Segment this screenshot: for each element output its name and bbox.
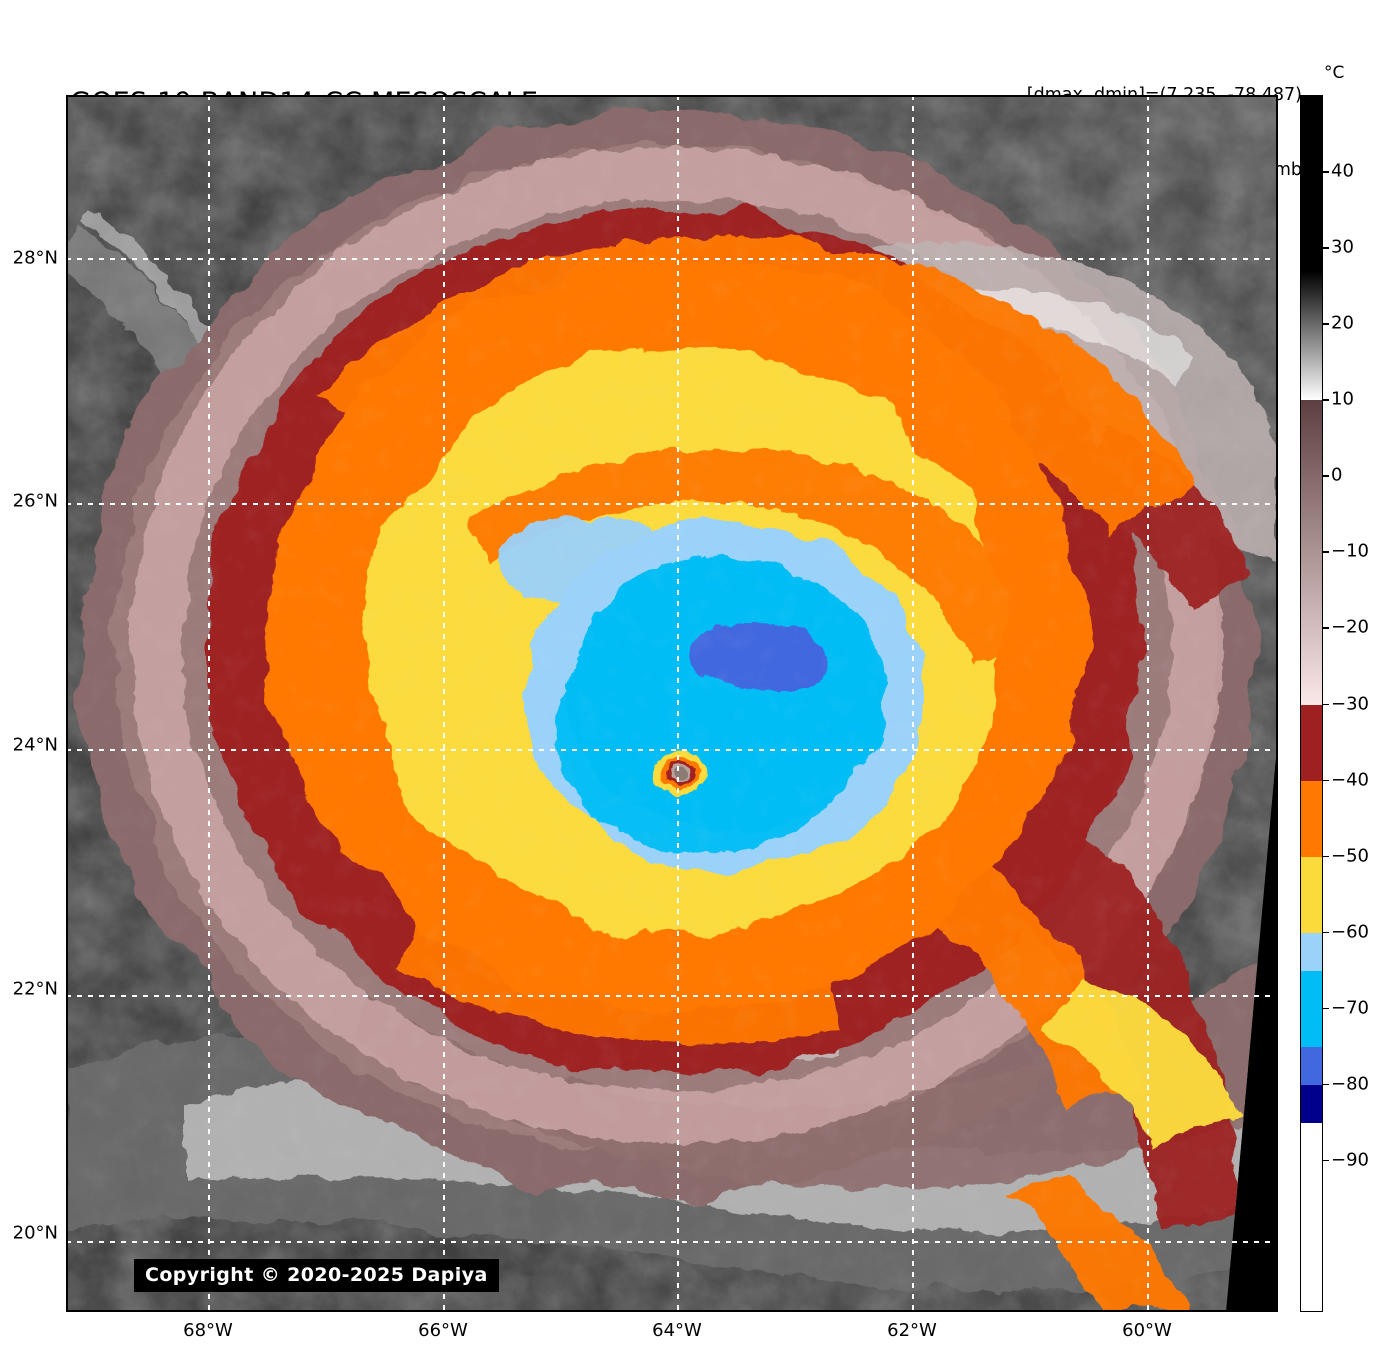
colorbar-tick-label-4: 0 bbox=[1331, 464, 1343, 486]
colorbar-tickmark-5 bbox=[1323, 551, 1329, 553]
colorbar-tick-label-9: −50 bbox=[1331, 845, 1369, 867]
xtick-label-62W: 62°W bbox=[887, 1320, 937, 1341]
colorbar-tickmark-12 bbox=[1323, 1083, 1329, 1086]
xtick-label-64W: 64°W bbox=[652, 1320, 702, 1341]
colorbar-tickmark-2 bbox=[1323, 323, 1329, 325]
colorbar-tick-label-6: −20 bbox=[1331, 616, 1369, 638]
colorbar-tick-label-7: −30 bbox=[1331, 693, 1369, 714]
ytick-label-20N: 20°N bbox=[12, 1222, 58, 1244]
xtick-label-66W: 66°W bbox=[418, 1320, 468, 1341]
colorbar-tickmark-7 bbox=[1323, 703, 1329, 706]
colorbar-tickmark-4 bbox=[1323, 475, 1329, 477]
satellite-imagery bbox=[66, 95, 1278, 1312]
colorbar-tickmark-11 bbox=[1323, 1007, 1329, 1010]
colorbar-tick-label-13: −90 bbox=[1331, 1149, 1369, 1171]
colorbar-segment-3 bbox=[1301, 704, 1322, 781]
colorbar-segment-7 bbox=[1301, 970, 1322, 1047]
ytick-label-22N: 22°N bbox=[12, 978, 58, 1000]
colorbar-tickmark-3 bbox=[1323, 399, 1329, 401]
colorbar-tickmark-0 bbox=[1323, 171, 1329, 173]
colorbar-segment-10 bbox=[1301, 1122, 1322, 1311]
ytick-label-26N: 26°N bbox=[12, 490, 58, 512]
colorbar-unit-label: °C bbox=[1324, 63, 1345, 83]
colorbar-segment-2 bbox=[1301, 400, 1322, 705]
copyright-badge: Copyright © 2020-2025 Dapiya bbox=[134, 1259, 499, 1292]
colorbar-segment-6 bbox=[1301, 932, 1322, 971]
ytick-label-24N: 24°N bbox=[12, 734, 58, 756]
colorbar-tick-label-10: −60 bbox=[1331, 921, 1369, 943]
colorbar-tick-label-2: 20 bbox=[1331, 312, 1354, 334]
ytick-label-28N: 28°N bbox=[12, 247, 58, 269]
colorbar-segment-0 bbox=[1301, 96, 1322, 271]
colorbar-segment-9 bbox=[1301, 1084, 1322, 1123]
colorbar-tickmark-8 bbox=[1323, 779, 1329, 782]
colorbar-tick-label-0: 40 bbox=[1331, 160, 1354, 182]
colorbar-tick-label-3: 10 bbox=[1331, 388, 1354, 410]
colorbar-tick-label-12: −80 bbox=[1331, 1073, 1369, 1095]
colorbar-tick-label-11: −70 bbox=[1331, 997, 1369, 1019]
xtick-label-60W: 60°W bbox=[1122, 1320, 1172, 1341]
colorbar-tick-label-1: 30 bbox=[1331, 236, 1354, 258]
xtick-label-68W: 68°W bbox=[183, 1320, 233, 1341]
colorbar-tickmark-9 bbox=[1323, 855, 1329, 858]
colorbar-segment-5 bbox=[1301, 856, 1322, 933]
colorbar-segment-4 bbox=[1301, 780, 1322, 857]
colorbar-tickmark-10 bbox=[1323, 931, 1329, 934]
satellite-image-plot: Copyright © 2020-2025 Dapiya bbox=[66, 95, 1278, 1312]
temperature-colorbar bbox=[1300, 95, 1323, 1312]
colorbar-segment-8 bbox=[1301, 1046, 1322, 1085]
colorbar-tickmark-6 bbox=[1323, 627, 1329, 630]
colorbar-tickmark-13 bbox=[1323, 1159, 1329, 1162]
colorbar-tick-label-5: −10 bbox=[1331, 540, 1369, 562]
colorbar-tick-label-8: −40 bbox=[1331, 769, 1369, 791]
colorbar-tickmark-1 bbox=[1323, 247, 1329, 249]
colorbar-segment-1 bbox=[1301, 270, 1322, 401]
